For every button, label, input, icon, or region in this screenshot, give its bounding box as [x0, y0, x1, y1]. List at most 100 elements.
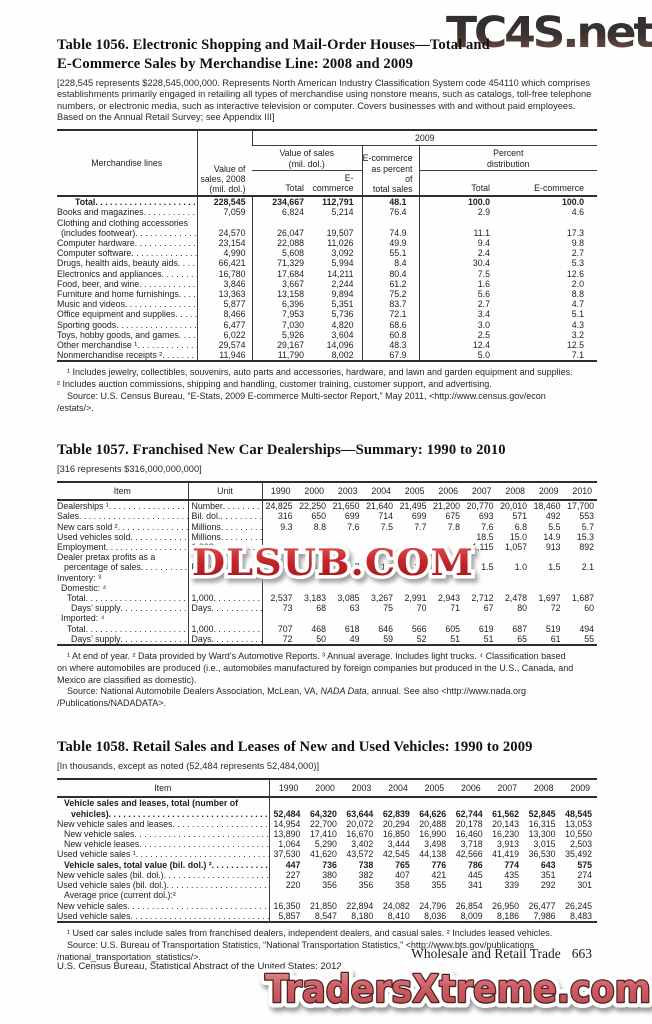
value-cell: 4,990	[196, 248, 252, 259]
value-cell: 21,640	[366, 501, 393, 512]
value-cell: 913	[545, 541, 561, 552]
row-label: New cars sold ²	[57, 522, 188, 532]
row-label: Food, beer, and wine	[57, 279, 197, 289]
value-cell: 20,010	[500, 501, 527, 512]
value-cell	[463, 613, 497, 623]
dot-leader	[212, 860, 269, 870]
value-cell: 2,244	[331, 278, 354, 289]
value-cell: 6,824	[251, 207, 312, 218]
table-1058-note: [In thousands, except as noted (52,484 r…	[57, 760, 320, 771]
value-cell: 553	[579, 511, 594, 522]
value-cell	[451, 797, 487, 808]
column-group-2009: 2009	[251, 130, 597, 147]
value-cell	[463, 583, 497, 593]
value-cell: 619	[478, 623, 494, 634]
value-cell: 380	[322, 869, 337, 880]
value-cell: 675	[445, 511, 460, 522]
value-cell	[363, 542, 397, 552]
dot-leader	[134, 829, 268, 839]
value-cell	[342, 890, 378, 900]
table-1057-footnotes: ¹ At end of year. ² Data provided by War…	[57, 651, 597, 709]
row-label: Music and videos	[57, 299, 197, 309]
dot-leader	[121, 603, 188, 613]
table-row: percentage of sales Percent 1.0 1.6 1.7 1.7 1.…	[57, 562, 597, 573]
value-cell: 67	[483, 603, 494, 614]
value-cell: 100.0	[561, 197, 584, 208]
row-label: Computer hardware	[57, 238, 197, 248]
header-line: (mil. dol.)	[209, 184, 246, 194]
dot-leader	[95, 197, 196, 207]
value-cell: 8,186	[497, 910, 520, 921]
value-cell: 5,608	[251, 248, 312, 259]
dot-leader	[139, 839, 268, 849]
value-cell: 292	[540, 880, 556, 891]
column-header-ecommerce: E-commerce	[534, 183, 584, 193]
value-cell: 356	[322, 880, 337, 891]
value-cell: 5,736	[331, 309, 354, 320]
cell-text: Millions	[191, 531, 221, 542]
cell-text: Electronics and appliances	[57, 268, 162, 279]
value-cell: 48,545	[565, 808, 592, 819]
value-cell: 17.3	[566, 227, 584, 238]
value-cell: 16,670	[346, 829, 374, 840]
value-cell	[396, 583, 430, 593]
value-cell: 14.9	[543, 531, 561, 542]
cell-text: Vehicle sales and leases, total (number …	[64, 798, 239, 809]
value-cell: 24,796	[419, 900, 447, 911]
value-cell: 22,700	[309, 818, 337, 829]
value-cell: 5,994	[331, 258, 354, 269]
value-cell: 20,294	[382, 818, 410, 829]
dot-leader	[212, 634, 262, 644]
value-cell: 16,350	[268, 900, 306, 911]
value-cell: 71,329	[251, 258, 312, 269]
dot-leader	[220, 511, 261, 521]
value-cell: 43,572	[346, 849, 374, 860]
value-cell: 3,718	[460, 839, 483, 850]
row-unit	[187, 613, 262, 624]
row-label: percentage of sales	[57, 562, 188, 572]
value-cell: 74.9	[361, 227, 419, 239]
value-cell: 72.1	[361, 309, 419, 320]
value-cell	[430, 613, 464, 623]
value-cell: 30.4	[418, 258, 495, 269]
value-cell: 21,650	[332, 501, 360, 512]
value-cell: 22,088	[251, 238, 312, 249]
value-cell: 358	[395, 880, 410, 891]
row-unit: 1,000	[187, 592, 262, 604]
source-note-continuation: /national_transportation_statistics/>.	[57, 951, 201, 962]
value-cell	[261, 531, 296, 542]
row-label: Average price (current dol.):²	[57, 890, 269, 900]
value-cell: 61,562	[492, 808, 520, 819]
value-cell: 68	[316, 603, 326, 614]
footer-credit: U.S. Census Bureau, Statistical Abstract…	[57, 961, 342, 972]
value-cell: 355	[431, 880, 447, 891]
value-cell: 26,047	[251, 227, 312, 239]
table-row: Furniture and home furnishings 13,36313,1…	[57, 289, 597, 300]
value-cell: 35,492	[565, 849, 592, 860]
value-cell: 2.0	[571, 278, 584, 289]
value-cell	[497, 573, 531, 583]
value-cell	[564, 552, 598, 562]
value-cell	[530, 552, 564, 562]
value-cell: 8,036	[424, 910, 447, 921]
header-line: total sales	[372, 184, 413, 194]
value-cell: 1.5	[481, 562, 494, 573]
column-header-item: Item	[113, 485, 131, 496]
value-cell: 776	[431, 859, 447, 870]
table-row: Used vehicle sales (bil. dol.) 220 356 356 3…	[57, 880, 597, 891]
value-cell: 4.7	[571, 299, 584, 310]
dot-leader	[116, 320, 196, 330]
column-header-merchandise-lines: Merchandise lines	[91, 158, 163, 169]
value-cell: 80.4	[361, 268, 419, 279]
value-cell	[363, 552, 397, 562]
row-label: New vehicle sales	[57, 829, 269, 839]
row-label: Employment	[57, 542, 188, 552]
value-cell: 19,507	[326, 227, 354, 238]
value-cell: 20,072	[346, 818, 374, 829]
column-header-year: 2010	[572, 485, 592, 496]
